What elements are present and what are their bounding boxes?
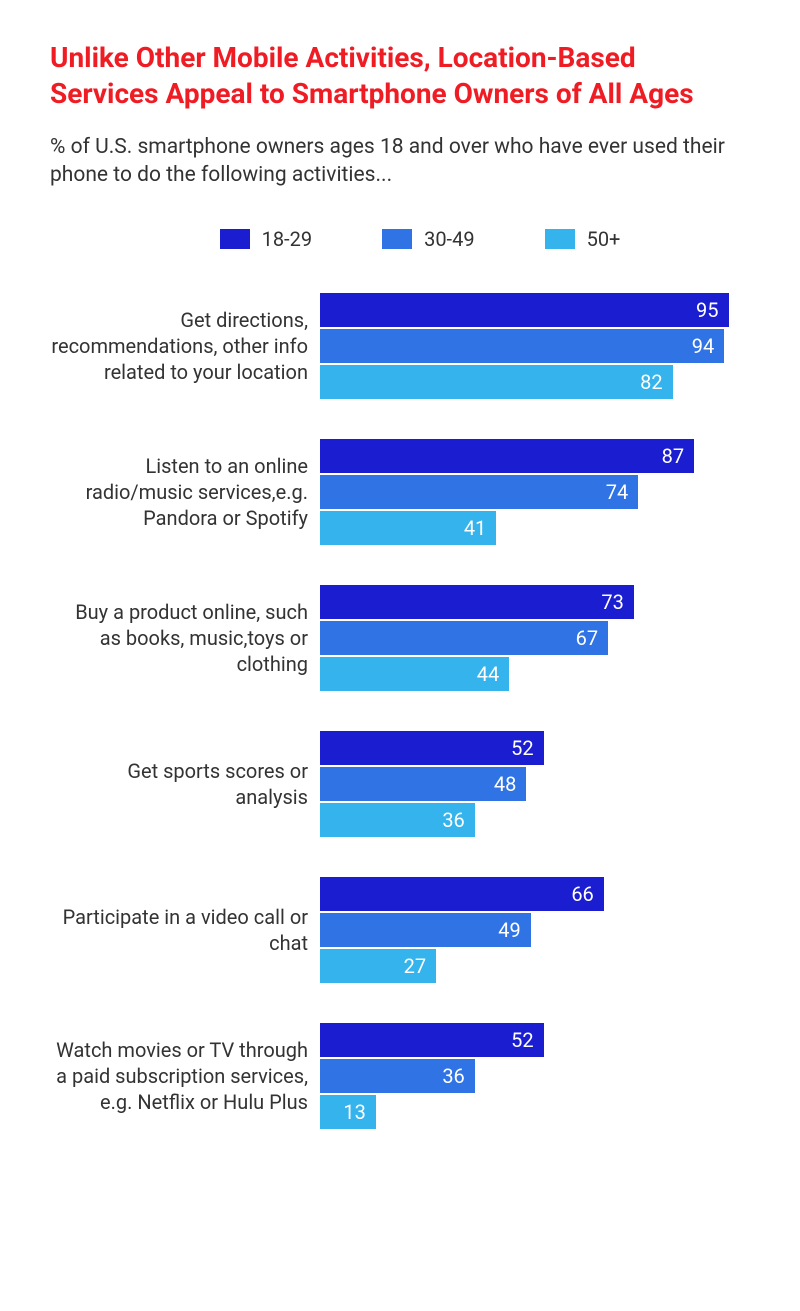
bars-container: 523613 [320, 1023, 750, 1129]
bar: 49 [320, 913, 531, 947]
category-label: Get directions, recommendations, other i… [50, 307, 320, 385]
bar-row: 52 [320, 1023, 750, 1057]
bar-row: 48 [320, 767, 750, 801]
legend-item: 30-49 [382, 227, 475, 251]
bar-row: 27 [320, 949, 750, 983]
legend-item: 18-29 [220, 227, 313, 251]
legend-swatch [382, 229, 412, 249]
bar-row: 44 [320, 657, 750, 691]
bar-row: 73 [320, 585, 750, 619]
bar-row: 94 [320, 329, 750, 363]
bar: 41 [320, 511, 496, 545]
bar-row: 74 [320, 475, 750, 509]
category-label: Buy a product online, such as books, mus… [50, 599, 320, 677]
bar: 87 [320, 439, 694, 473]
bar: 52 [320, 731, 544, 765]
chart-body: Get directions, recommendations, other i… [50, 293, 750, 1129]
bar-row: 52 [320, 731, 750, 765]
bar: 27 [320, 949, 436, 983]
legend-label: 30-49 [424, 227, 475, 251]
bars-container: 524836 [320, 731, 750, 837]
bar: 36 [320, 1059, 475, 1093]
bar-group: Buy a product online, such as books, mus… [50, 585, 750, 691]
bar: 67 [320, 621, 608, 655]
bar: 48 [320, 767, 526, 801]
bar-row: 95 [320, 293, 750, 327]
bar-row: 87 [320, 439, 750, 473]
legend-label: 50+ [587, 227, 621, 251]
bar-row: 82 [320, 365, 750, 399]
bar: 95 [320, 293, 729, 327]
bar: 94 [320, 329, 724, 363]
legend-label: 18-29 [262, 227, 313, 251]
legend-item: 50+ [545, 227, 621, 251]
category-label: Participate in a video call or chat [50, 904, 320, 956]
legend: 18-29 30-49 50+ [50, 227, 750, 251]
bar-group: Participate in a video call or chat66492… [50, 877, 750, 983]
bar-row: 41 [320, 511, 750, 545]
bar-group: Get sports scores or analysis524836 [50, 731, 750, 837]
bars-container: 664927 [320, 877, 750, 983]
legend-swatch [545, 229, 575, 249]
bar: 52 [320, 1023, 544, 1057]
category-label: Listen to an online radio/music services… [50, 453, 320, 531]
bars-container: 959482 [320, 293, 750, 399]
bars-container: 736744 [320, 585, 750, 691]
bar-row: 36 [320, 803, 750, 837]
chart-subtitle: % of U.S. smartphone owners ages 18 and … [50, 133, 750, 190]
bar-row: 66 [320, 877, 750, 911]
category-label: Get sports scores or analysis [50, 758, 320, 810]
bar: 36 [320, 803, 475, 837]
bar-group: Listen to an online radio/music services… [50, 439, 750, 545]
bar-row: 36 [320, 1059, 750, 1093]
chart-title: Unlike Other Mobile Activities, Location… [50, 40, 750, 113]
bar: 66 [320, 877, 604, 911]
legend-swatch [220, 229, 250, 249]
bar-row: 49 [320, 913, 750, 947]
bar: 74 [320, 475, 638, 509]
bar: 82 [320, 365, 673, 399]
bar-row: 67 [320, 621, 750, 655]
bar-row: 13 [320, 1095, 750, 1129]
bar-group: Watch movies or TV through a paid subscr… [50, 1023, 750, 1129]
category-label: Watch movies or TV through a paid subscr… [50, 1037, 320, 1115]
bar: 13 [320, 1095, 376, 1129]
bar-group: Get directions, recommendations, other i… [50, 293, 750, 399]
bars-container: 877441 [320, 439, 750, 545]
bar: 73 [320, 585, 634, 619]
bar: 44 [320, 657, 509, 691]
